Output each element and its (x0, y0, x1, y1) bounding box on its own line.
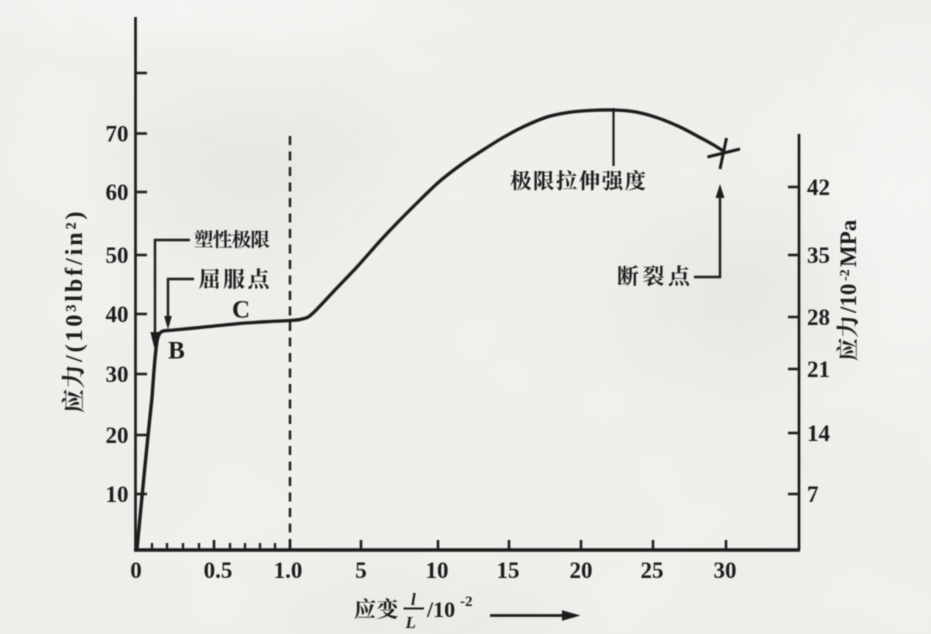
svg-text:5: 5 (355, 558, 367, 583)
svg-text:30: 30 (714, 558, 737, 583)
svg-text:10: 10 (426, 558, 449, 583)
svg-text:25: 25 (641, 558, 664, 583)
svg-text:C: C (232, 297, 250, 324)
svg-text:50: 50 (106, 243, 129, 268)
svg-text:20: 20 (106, 423, 129, 448)
svg-text:/10: /10 (426, 597, 455, 622)
svg-text:0.5: 0.5 (204, 558, 233, 583)
svg-text:20: 20 (570, 558, 593, 583)
svg-text:28: 28 (807, 305, 830, 330)
svg-text:/(10³lbf/in²): /(10³lbf/in²) (62, 209, 88, 363)
svg-text:21: 21 (807, 357, 830, 382)
svg-text:40: 40 (106, 302, 129, 327)
svg-text:15: 15 (497, 558, 520, 583)
svg-text:-2: -2 (460, 594, 473, 610)
svg-text:35: 35 (807, 243, 830, 268)
svg-text:L: L (405, 613, 416, 632)
svg-text:B: B (168, 338, 185, 365)
svg-text:0: 0 (130, 558, 142, 583)
svg-text:42: 42 (807, 175, 830, 200)
svg-text:l: l (411, 590, 416, 609)
svg-text:/10: /10 (836, 284, 861, 314)
svg-text:60: 60 (106, 180, 129, 205)
svg-text:30: 30 (106, 362, 129, 387)
svg-text:7: 7 (807, 482, 819, 507)
svg-text:70: 70 (106, 122, 129, 147)
svg-text:MPa: MPa (836, 219, 861, 267)
svg-text:14: 14 (807, 421, 831, 446)
svg-text:-2: -2 (838, 269, 853, 281)
svg-text:10: 10 (106, 482, 129, 507)
svg-text:1.0: 1.0 (274, 558, 303, 583)
